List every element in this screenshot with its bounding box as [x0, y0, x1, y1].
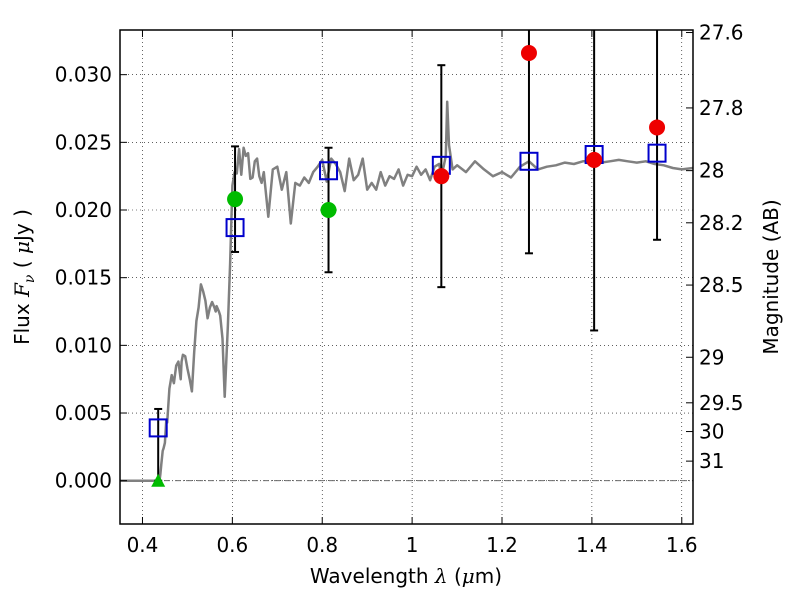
x-tick-label: 1.4: [576, 533, 608, 557]
upper-limit-triangle: [151, 473, 166, 487]
x-axis-label-suffix: (: [448, 564, 462, 588]
observed-flux-dot: [227, 191, 244, 208]
x-tick-label: 0.8: [306, 533, 338, 557]
magnitude-tick-label: 30: [699, 420, 724, 444]
error-bars: [154, 30, 662, 482]
x-axis-label-unit-suffix: m): [475, 564, 502, 588]
magnitude-tick-label: 27.6: [699, 21, 744, 45]
plot-frame: [119, 29, 694, 525]
magnitude-tick-label: 27.8: [699, 96, 744, 120]
magnitude-tick-label: 28: [699, 159, 724, 183]
y-tick-label: 0.030: [55, 63, 112, 87]
x-axis-label-unit-symbol: μ: [462, 564, 475, 588]
observed-flux-dot: [649, 119, 666, 136]
magnitude-axis-label: Magnitude (AB): [759, 199, 783, 354]
grid-lines: [120, 30, 693, 524]
x-axis-label: Wavelength λ (μm): [310, 564, 502, 588]
y-axis-label-unit-suffix: Jy ): [10, 209, 34, 243]
x-tick-label: 0.4: [127, 533, 159, 557]
y-axis-label-paren: (: [10, 254, 34, 275]
model-flux-square: [225, 218, 245, 238]
y-tick-label: 0.000: [55, 469, 112, 493]
magnitude-tick-label: 29.5: [699, 391, 744, 415]
magnitude-tick-label: 28.5: [699, 273, 744, 297]
model-flux-square: [519, 151, 539, 171]
observed-flux-dot: [433, 168, 450, 185]
model-flux-markers: [148, 143, 667, 438]
y-axis-label-unit-symbol: μ: [10, 241, 34, 254]
magnitude-tick-label: 31: [699, 449, 724, 473]
observed-flux-dot: [320, 202, 337, 219]
y-tick-label: 0.015: [55, 266, 112, 290]
x-tick-label: 1: [406, 533, 419, 557]
observed-flux-dot: [586, 151, 603, 168]
magnitude-axis-ticks: 27.6 27.8 28 28.2 28.5 29 29.5 30 31: [686, 21, 744, 473]
observed-flux-markers: [227, 45, 666, 219]
x-tick-label: 0.6: [216, 533, 248, 557]
y-tick-label: 0.010: [55, 333, 112, 357]
y-axis-label-symbol: F: [10, 282, 34, 298]
magnitude-tick-label: 28.2: [699, 211, 744, 235]
x-axis-label-prefix: Wavelength: [310, 564, 435, 588]
y-axis-label-subscript: ν: [22, 274, 38, 283]
x-tick-label: 1.2: [486, 533, 518, 557]
y-axis-label-prefix: Flux: [10, 297, 34, 345]
model-flux-square: [647, 143, 667, 163]
y-tick-label: 0.025: [55, 130, 112, 154]
template-spectrum-line: [120, 100, 694, 482]
x-axis-label-symbol: λ: [434, 564, 448, 588]
observed-flux-dot: [520, 45, 537, 62]
y-axis-ticks: 0.000 0.005 0.010 0.015 0.020 0.025 0.030: [55, 63, 127, 493]
y-tick-label: 0.020: [55, 198, 112, 222]
model-flux-square: [148, 418, 168, 438]
y-axis-label: Flux Fν ( μJy ): [10, 209, 38, 345]
upper-limit-markers: [151, 473, 166, 487]
y-tick-label: 0.005: [55, 401, 112, 425]
model-flux-square: [319, 161, 339, 181]
x-tick-label: 1.6: [666, 533, 698, 557]
x-axis-ticks: 0.4 0.6 0.8 1 1.2 1.4 1.6: [127, 30, 698, 557]
magnitude-tick-label: 29: [699, 345, 724, 369]
